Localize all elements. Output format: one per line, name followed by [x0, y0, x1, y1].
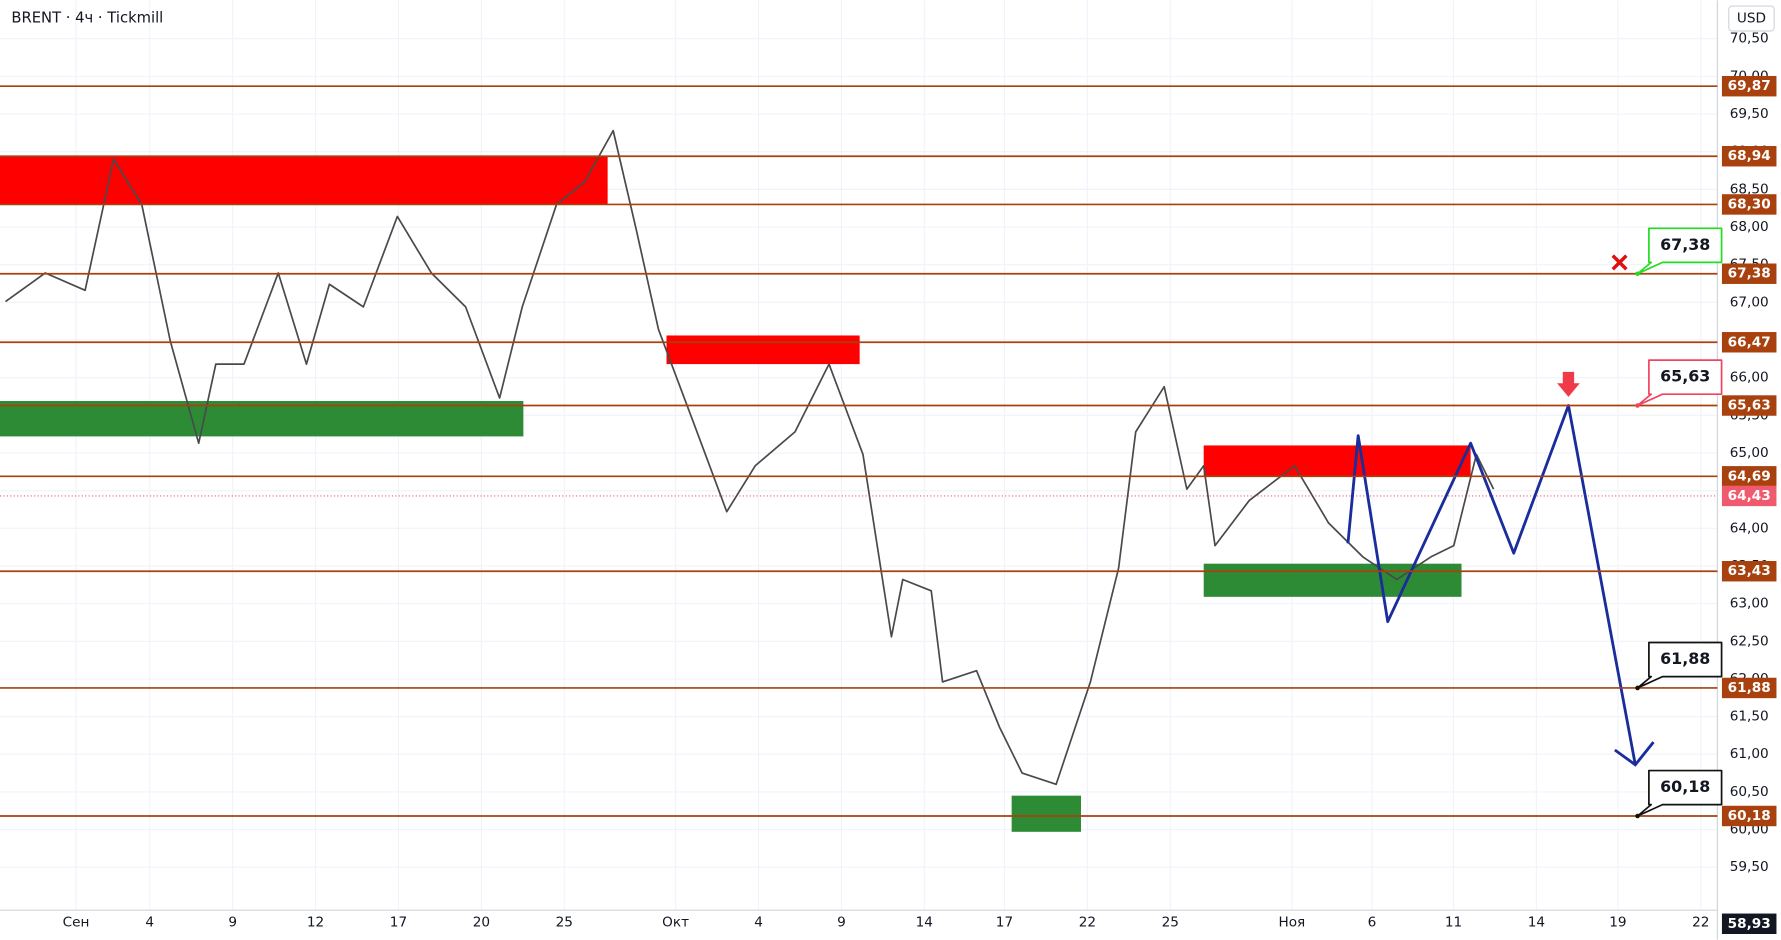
x-tick-label: 9 — [837, 915, 846, 931]
x-tick-label: 4 — [754, 915, 763, 931]
x-tick-label: 9 — [228, 915, 237, 931]
level-label: 68,94 — [1728, 148, 1771, 164]
y-tick-label: 63,00 — [1730, 596, 1769, 612]
level-label: 63,43 — [1728, 563, 1771, 579]
y-tick-label: 61,00 — [1730, 746, 1769, 762]
level-label: 67,38 — [1728, 266, 1771, 282]
level-label-bg — [1721, 560, 1777, 582]
level-label: 65,63 — [1728, 398, 1771, 414]
currency-box[interactable] — [1728, 5, 1775, 32]
current-price-label: 64,43 — [1728, 488, 1771, 504]
price-line — [5, 129, 1495, 786]
annotation-label: 67,38 — [1660, 235, 1710, 254]
level-label-bg — [1721, 146, 1777, 167]
y-tick-label: 61,50 — [1730, 709, 1769, 725]
level-label-bg — [1721, 75, 1777, 97]
y-tick-label: 64,00 — [1730, 520, 1769, 536]
x-tick-label: 11 — [1445, 915, 1462, 931]
x-tick-label: 4 — [145, 915, 154, 931]
x-tick-label: 14 — [916, 915, 933, 931]
annotation-callout — [1636, 641, 1723, 689]
x-tick-label: 17 — [390, 915, 407, 931]
annotation-label: 60,18 — [1660, 777, 1710, 796]
y-tick-label: 65,00 — [1730, 445, 1769, 461]
grid-layer — [0, 0, 1718, 911]
cross-marker — [1611, 254, 1628, 271]
level-label-bg — [1721, 805, 1777, 827]
x-tick-label: Окт — [662, 915, 689, 931]
zone — [1203, 445, 1471, 477]
currency: USD — [1737, 11, 1766, 27]
current-price-label-bg — [1721, 485, 1777, 507]
annotation-label: 61,88 — [1660, 649, 1710, 668]
level-label-bg — [1721, 263, 1777, 284]
zone — [1203, 563, 1462, 597]
annotation-callout — [1636, 769, 1723, 817]
level-label-bg — [1721, 332, 1777, 353]
x-tick-label: 20 — [473, 915, 490, 931]
forecast-arrowhead — [1614, 741, 1655, 767]
bottom-price-label: 58,93 — [1728, 916, 1771, 932]
annotation-callout — [1636, 227, 1723, 275]
x-tick-label: 17 — [996, 915, 1013, 931]
x-tick-label: 22 — [1692, 915, 1709, 931]
level-label: 69,87 — [1728, 78, 1771, 94]
x-tick-label: 6 — [1368, 915, 1377, 931]
x-tick-label: Ноя — [1278, 915, 1305, 931]
x-tick-label: 22 — [1079, 915, 1096, 931]
level-label: 66,47 — [1728, 334, 1771, 350]
zone — [1011, 795, 1082, 832]
down-arrow-marker — [1557, 371, 1580, 397]
y-tick-label: 66,00 — [1730, 370, 1769, 386]
level-label: 61,88 — [1728, 680, 1771, 696]
y-tick-label: 68,00 — [1730, 219, 1769, 235]
level-label-bg — [1721, 466, 1777, 487]
bottom-price-label-bg — [1721, 913, 1777, 934]
y-tick-label: 62,50 — [1730, 633, 1769, 649]
x-tick-label: 12 — [307, 915, 324, 931]
level-label-bg — [1721, 194, 1777, 215]
zone — [0, 156, 608, 205]
level-label: 60,18 — [1728, 808, 1771, 824]
level-label: 64,69 — [1728, 468, 1771, 484]
y-tick-label: 69,50 — [1730, 106, 1769, 122]
annotation-label: 65,63 — [1660, 367, 1710, 386]
x-tick-label: Сен — [63, 915, 90, 931]
y-tick-label: 70,50 — [1730, 31, 1769, 47]
level-label-bg — [1721, 677, 1777, 699]
level-label: 68,30 — [1728, 196, 1771, 212]
level-label-bg — [1721, 395, 1777, 416]
chart-title: BRENT · 4ч · Tickmill — [11, 10, 163, 27]
y-tick-label: 59,50 — [1730, 859, 1769, 875]
x-tick-label: 19 — [1609, 915, 1626, 931]
y-tick-label: 68,50 — [1730, 181, 1769, 197]
annotation-callout — [1636, 359, 1723, 407]
zone — [0, 401, 524, 437]
x-tick-label: 25 — [556, 915, 573, 931]
y-tick-label: 60,50 — [1730, 784, 1769, 800]
x-tick-label: 25 — [1162, 915, 1179, 931]
x-tick-label: 14 — [1528, 915, 1545, 931]
zone — [666, 335, 860, 365]
y-tick-label: 67,00 — [1730, 294, 1769, 310]
